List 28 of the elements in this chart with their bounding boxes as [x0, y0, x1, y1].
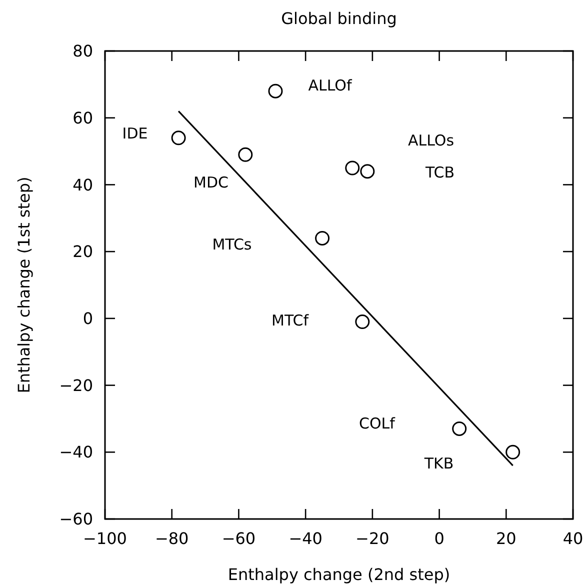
y-tick-label: −60 — [59, 510, 93, 529]
y-tick-label: 0 — [82, 309, 93, 328]
x-tick-label: 40 — [562, 529, 584, 548]
annotation: MDC — [194, 173, 228, 192]
y-axis-title: Enthalpy change (1st step) — [14, 176, 34, 394]
x-tick-label: −40 — [288, 529, 322, 548]
annotation: ALLOf — [308, 76, 352, 94]
annotation: TCB — [424, 163, 455, 182]
chart-title: Global binding — [281, 9, 397, 28]
y-tick-label: −40 — [59, 442, 93, 462]
y-tick-label: −20 — [59, 376, 93, 395]
x-tick-label: 20 — [496, 529, 516, 548]
annotation: ALLOs — [408, 131, 454, 150]
x-tick-label: −20 — [356, 529, 390, 548]
y-tick-label: 20 — [72, 242, 93, 262]
annotation: MTCs — [212, 235, 252, 254]
x-tick-label: 0 — [434, 529, 444, 548]
x-tick-label: −100 — [83, 529, 127, 548]
annotation: COLf — [359, 414, 396, 432]
x-tick-label: −60 — [222, 529, 256, 548]
annotation: TKB — [423, 454, 454, 472]
y-tick-label: 40 — [72, 175, 93, 194]
annotation: IDE — [122, 124, 148, 142]
x-axis-title: Enthalpy change (2nd step) — [228, 565, 450, 584]
annotation: MTCf — [272, 311, 310, 330]
y-tick-label: 60 — [72, 108, 93, 128]
x-tick-label: −80 — [154, 529, 189, 548]
y-tick-label: 80 — [72, 42, 93, 61]
